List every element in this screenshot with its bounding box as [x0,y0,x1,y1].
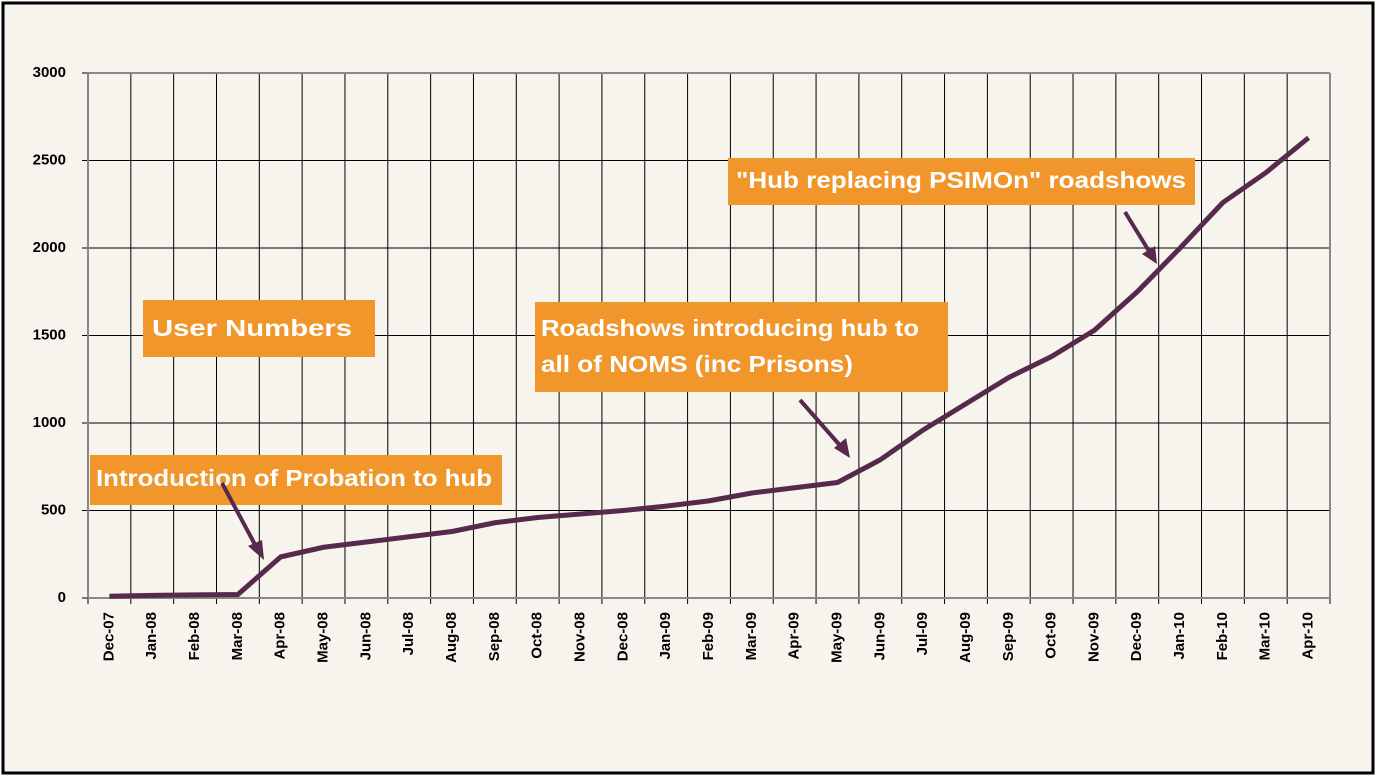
annotation-3: "Hub replacing PSIMOn" roadshows [728,158,1195,264]
x-tick-label: Jan-10 [1171,612,1188,660]
x-tick-label: Oct-08 [529,612,546,659]
y-tick-label: 2000 [33,239,66,256]
annotation-text: all of NOMS (inc Prisons) [541,351,853,377]
y-tick-label: 0 [58,589,66,606]
x-tick-label: Nov-08 [571,612,588,662]
y-tick-label: 1500 [33,326,66,343]
x-tick-label: Feb-08 [186,612,203,660]
x-tick-label: Dec-08 [614,612,631,661]
x-tick-label: Feb-10 [1214,612,1231,660]
x-tick-label: May-09 [828,612,845,663]
annotation-text: "Hub replacing PSIMOn" roadshows [736,167,1186,193]
x-tick-label: Jul-08 [400,612,417,655]
annotation-box [728,158,1195,205]
x-tick-label: Jun-09 [871,612,888,660]
x-tick-label: Mar-08 [229,612,246,660]
x-tick-label: Jul-09 [914,612,931,655]
annotation-text: Introduction of Probation to hub [96,465,492,491]
x-tick-label: Mar-09 [743,612,760,660]
arrow [220,482,262,555]
annotation-box [90,455,502,505]
y-tick-label: 1000 [33,414,66,431]
x-tick-label: Sep-08 [486,612,503,661]
x-tick-label: Dec-09 [1128,612,1145,661]
annotation-user-numbers: User Numbers [143,300,375,357]
arrow [1123,210,1154,258]
x-tick-label: Feb-09 [700,612,717,660]
y-tick-label: 2500 [33,151,66,168]
arrow [798,398,846,452]
legend-label: User Numbers [152,315,352,341]
x-tick-label: Jan-09 [657,612,674,660]
arrow-head [834,438,850,458]
arrow-head [1142,246,1157,264]
x-tick-label: Sep-09 [1000,612,1017,661]
data-line [109,135,1311,599]
x-tick-label: Aug-08 [443,612,460,663]
x-tick-label: Apr-10 [1300,612,1317,660]
x-tick-label: Oct-09 [1043,612,1060,659]
x-tick-label: Jun-08 [357,612,374,660]
arrow-head [248,540,264,560]
annotation-2: Roadshows introducing hub to all of NOMS… [535,302,948,458]
x-tick-label: Apr-09 [786,612,803,660]
annotation-1: Introduction of Probation to hub [90,455,502,560]
legend-box [143,300,375,357]
x-tick-label: Nov-09 [1085,612,1102,662]
annotation-text: Roadshows introducing hub to [541,315,919,341]
x-tick-label: Mar-10 [1257,612,1274,660]
x-tick-label: Jan-08 [143,612,160,660]
x-tick-label: Apr-08 [272,612,289,660]
y-tick-label: 500 [41,501,66,518]
annotation-box [535,302,948,392]
y-tick-label: 3000 [33,64,66,81]
x-tick-label: Dec-07 [100,612,117,661]
x-tick-label: Aug-09 [957,612,974,663]
x-tick-label: May-08 [315,612,332,663]
